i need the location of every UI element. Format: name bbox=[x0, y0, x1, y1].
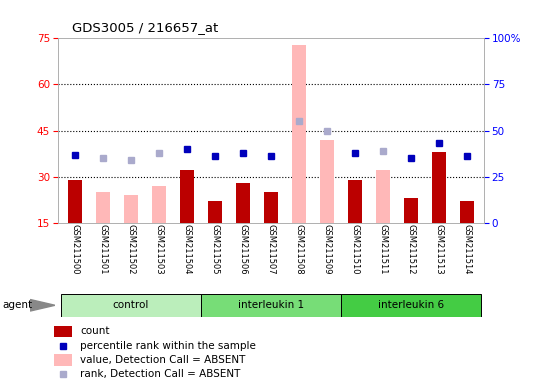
Bar bbox=[180, 170, 194, 223]
Text: GSM211504: GSM211504 bbox=[182, 224, 191, 275]
Bar bbox=[208, 201, 222, 223]
Text: value, Detection Call = ABSENT: value, Detection Call = ABSENT bbox=[80, 355, 246, 365]
Bar bbox=[432, 152, 446, 223]
Bar bbox=[96, 192, 109, 223]
Bar bbox=[60, 294, 201, 317]
Bar bbox=[236, 183, 250, 223]
Text: GDS3005 / 216657_at: GDS3005 / 216657_at bbox=[72, 21, 218, 34]
Text: control: control bbox=[112, 300, 149, 310]
Polygon shape bbox=[30, 300, 55, 311]
Text: GSM211512: GSM211512 bbox=[406, 224, 416, 275]
Bar bbox=[54, 326, 72, 338]
Bar bbox=[460, 201, 474, 223]
Bar bbox=[124, 195, 138, 223]
Bar bbox=[68, 180, 81, 223]
Bar bbox=[201, 294, 341, 317]
Bar bbox=[348, 180, 362, 223]
Text: count: count bbox=[80, 326, 110, 336]
Text: GSM211503: GSM211503 bbox=[154, 224, 163, 275]
Text: interleukin 1: interleukin 1 bbox=[238, 300, 304, 310]
Text: GSM211507: GSM211507 bbox=[266, 224, 276, 275]
Bar bbox=[320, 140, 334, 223]
Text: GSM211506: GSM211506 bbox=[238, 224, 248, 275]
Bar bbox=[264, 192, 278, 223]
Bar bbox=[376, 170, 390, 223]
Bar bbox=[404, 198, 418, 223]
Text: percentile rank within the sample: percentile rank within the sample bbox=[80, 341, 256, 351]
Text: GSM211508: GSM211508 bbox=[294, 224, 304, 275]
Text: GSM211511: GSM211511 bbox=[378, 224, 388, 275]
Text: GSM211513: GSM211513 bbox=[434, 224, 444, 275]
Bar bbox=[54, 354, 72, 366]
Bar bbox=[292, 45, 306, 223]
Text: GSM211509: GSM211509 bbox=[322, 224, 332, 275]
Text: GSM211501: GSM211501 bbox=[98, 224, 107, 275]
Text: agent: agent bbox=[3, 300, 33, 310]
Text: GSM211514: GSM211514 bbox=[463, 224, 472, 275]
Text: interleukin 6: interleukin 6 bbox=[378, 300, 444, 310]
Text: GSM211505: GSM211505 bbox=[210, 224, 219, 275]
Bar bbox=[341, 294, 481, 317]
Text: GSM211510: GSM211510 bbox=[350, 224, 360, 275]
Text: GSM211500: GSM211500 bbox=[70, 224, 79, 275]
Bar bbox=[152, 186, 166, 223]
Text: GSM211502: GSM211502 bbox=[126, 224, 135, 275]
Text: rank, Detection Call = ABSENT: rank, Detection Call = ABSENT bbox=[80, 369, 241, 379]
